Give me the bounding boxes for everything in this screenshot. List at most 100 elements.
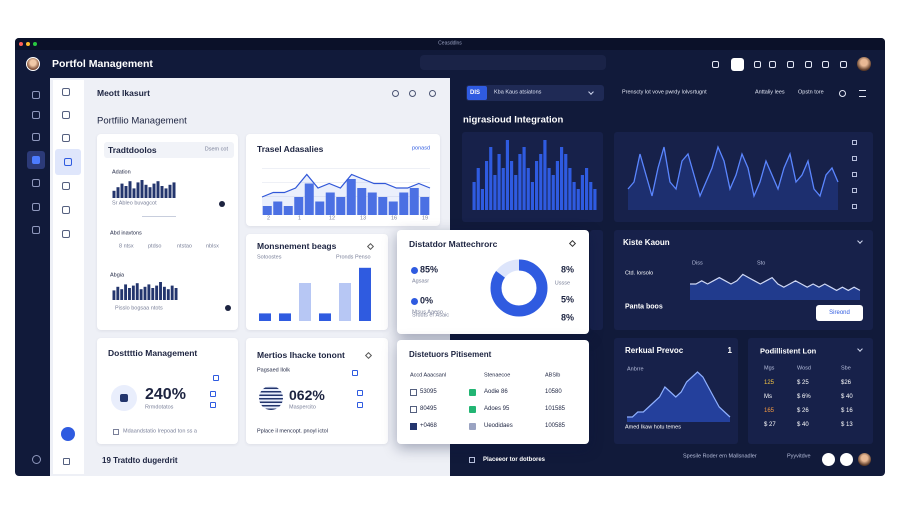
bar [172, 182, 176, 198]
x-label: 1 [298, 215, 302, 222]
bar-chart [472, 140, 597, 210]
nav-icon[interactable] [32, 203, 40, 211]
table-cell: 53095 [420, 389, 437, 395]
toolbar-icon[interactable] [804, 60, 812, 68]
card-title: Distatdor Mattechrorc [409, 238, 498, 249]
value: 5% [560, 294, 574, 305]
window-dot[interactable] [33, 42, 37, 46]
divider [142, 216, 176, 217]
nav-icon[interactable] [31, 454, 41, 464]
nav-icon[interactable] [62, 182, 70, 190]
pill-label: 8 ntsx [119, 243, 134, 250]
action-icon[interactable] [839, 452, 853, 466]
window-dot[interactable] [19, 42, 23, 46]
bar [543, 140, 547, 210]
table-cell: $ 13 [841, 422, 853, 428]
card-title: Mertios Ihacke tonont [257, 349, 345, 360]
avatar [857, 452, 871, 466]
nav-icon-active[interactable] [55, 149, 81, 175]
value-icon [410, 266, 418, 274]
line [627, 145, 839, 199]
bar [336, 197, 346, 215]
card-title: Kiste Kaoun [623, 238, 670, 247]
avatar [26, 57, 40, 71]
bar [357, 188, 367, 215]
toolbar-icon[interactable] [768, 60, 776, 68]
value-label: Agsasr [412, 278, 430, 285]
checkbox[interactable] [113, 429, 119, 435]
line [627, 371, 731, 418]
action-icon[interactable] [821, 452, 835, 466]
section-title: Portfilio Management [97, 115, 187, 127]
nav-icon[interactable] [62, 206, 70, 214]
table-cell: 125 [764, 380, 775, 386]
bar [168, 184, 172, 198]
bar [116, 286, 120, 300]
checkbox[interactable] [409, 405, 417, 413]
label: Ctd. Iorsolo [625, 270, 654, 277]
panel [614, 338, 738, 444]
grid-line [262, 168, 430, 169]
nav-icon[interactable] [64, 158, 72, 166]
nav-icon[interactable] [32, 111, 40, 119]
toolbar-icon[interactable] [711, 60, 719, 68]
nav-icon[interactable] [62, 88, 70, 96]
bar [140, 180, 144, 198]
checkbox[interactable] [409, 422, 417, 430]
mini-icon [352, 370, 358, 376]
nav-icon[interactable] [32, 91, 40, 99]
x-label: 2 [267, 215, 271, 222]
area [690, 274, 860, 300]
nav-icon[interactable] [62, 134, 70, 142]
toolbar-icon[interactable] [821, 60, 829, 68]
note: Sr Ableo buvagcot [112, 200, 157, 207]
grid-line [262, 182, 430, 183]
button[interactable] [816, 305, 863, 321]
bar [279, 313, 291, 321]
mini-icon [213, 375, 219, 381]
nav-icon[interactable] [32, 156, 40, 164]
kpi-value: 062% [289, 387, 325, 403]
bar [152, 183, 156, 198]
bar [560, 147, 564, 210]
bar [259, 313, 271, 321]
checkbox[interactable] [469, 457, 475, 463]
header-icon[interactable] [391, 89, 399, 97]
table-cell: $ 26 [797, 408, 809, 414]
note: Sruuts er Asaic [412, 312, 449, 319]
bar-chart [112, 180, 176, 198]
footer-text: Pyyvitdve [787, 453, 811, 460]
header-icon[interactable] [428, 89, 436, 97]
nav-icon[interactable] [32, 179, 40, 187]
bar [535, 161, 539, 210]
nav-icon[interactable] [32, 226, 40, 234]
dropdown[interactable] [466, 85, 604, 101]
value-label: Ussse [554, 280, 570, 287]
toolbar-text: Prenscty lot vove pwrdy lolvsrtugnt [622, 89, 707, 96]
bar [518, 154, 522, 210]
fab[interactable] [61, 427, 75, 441]
nav-icon[interactable] [32, 133, 40, 141]
bar [162, 286, 166, 300]
toolbar-icon[interactable] [730, 57, 744, 71]
checkbox[interactable] [409, 388, 417, 396]
toolbar-icon[interactable] [858, 89, 866, 97]
label: Abgia [110, 272, 125, 279]
toolbar-icon[interactable] [786, 60, 794, 68]
bar [135, 283, 139, 300]
nav-icon[interactable] [62, 111, 70, 119]
nav-icon[interactable] [62, 230, 70, 238]
bar [139, 289, 143, 300]
area-chart [261, 173, 431, 215]
bar [585, 168, 589, 210]
pill-label: ptdso [148, 243, 162, 250]
header-icon[interactable] [408, 89, 416, 97]
table-cell: Aodie 86 [484, 389, 508, 395]
nav-icon[interactable] [62, 457, 70, 465]
toolbar-icon[interactable] [838, 89, 846, 97]
table-cell: $26 [841, 380, 852, 386]
bar [159, 282, 162, 300]
toolbar-icon[interactable] [839, 60, 847, 68]
toolbar-icon[interactable] [753, 60, 761, 68]
window-dot[interactable] [26, 42, 30, 46]
